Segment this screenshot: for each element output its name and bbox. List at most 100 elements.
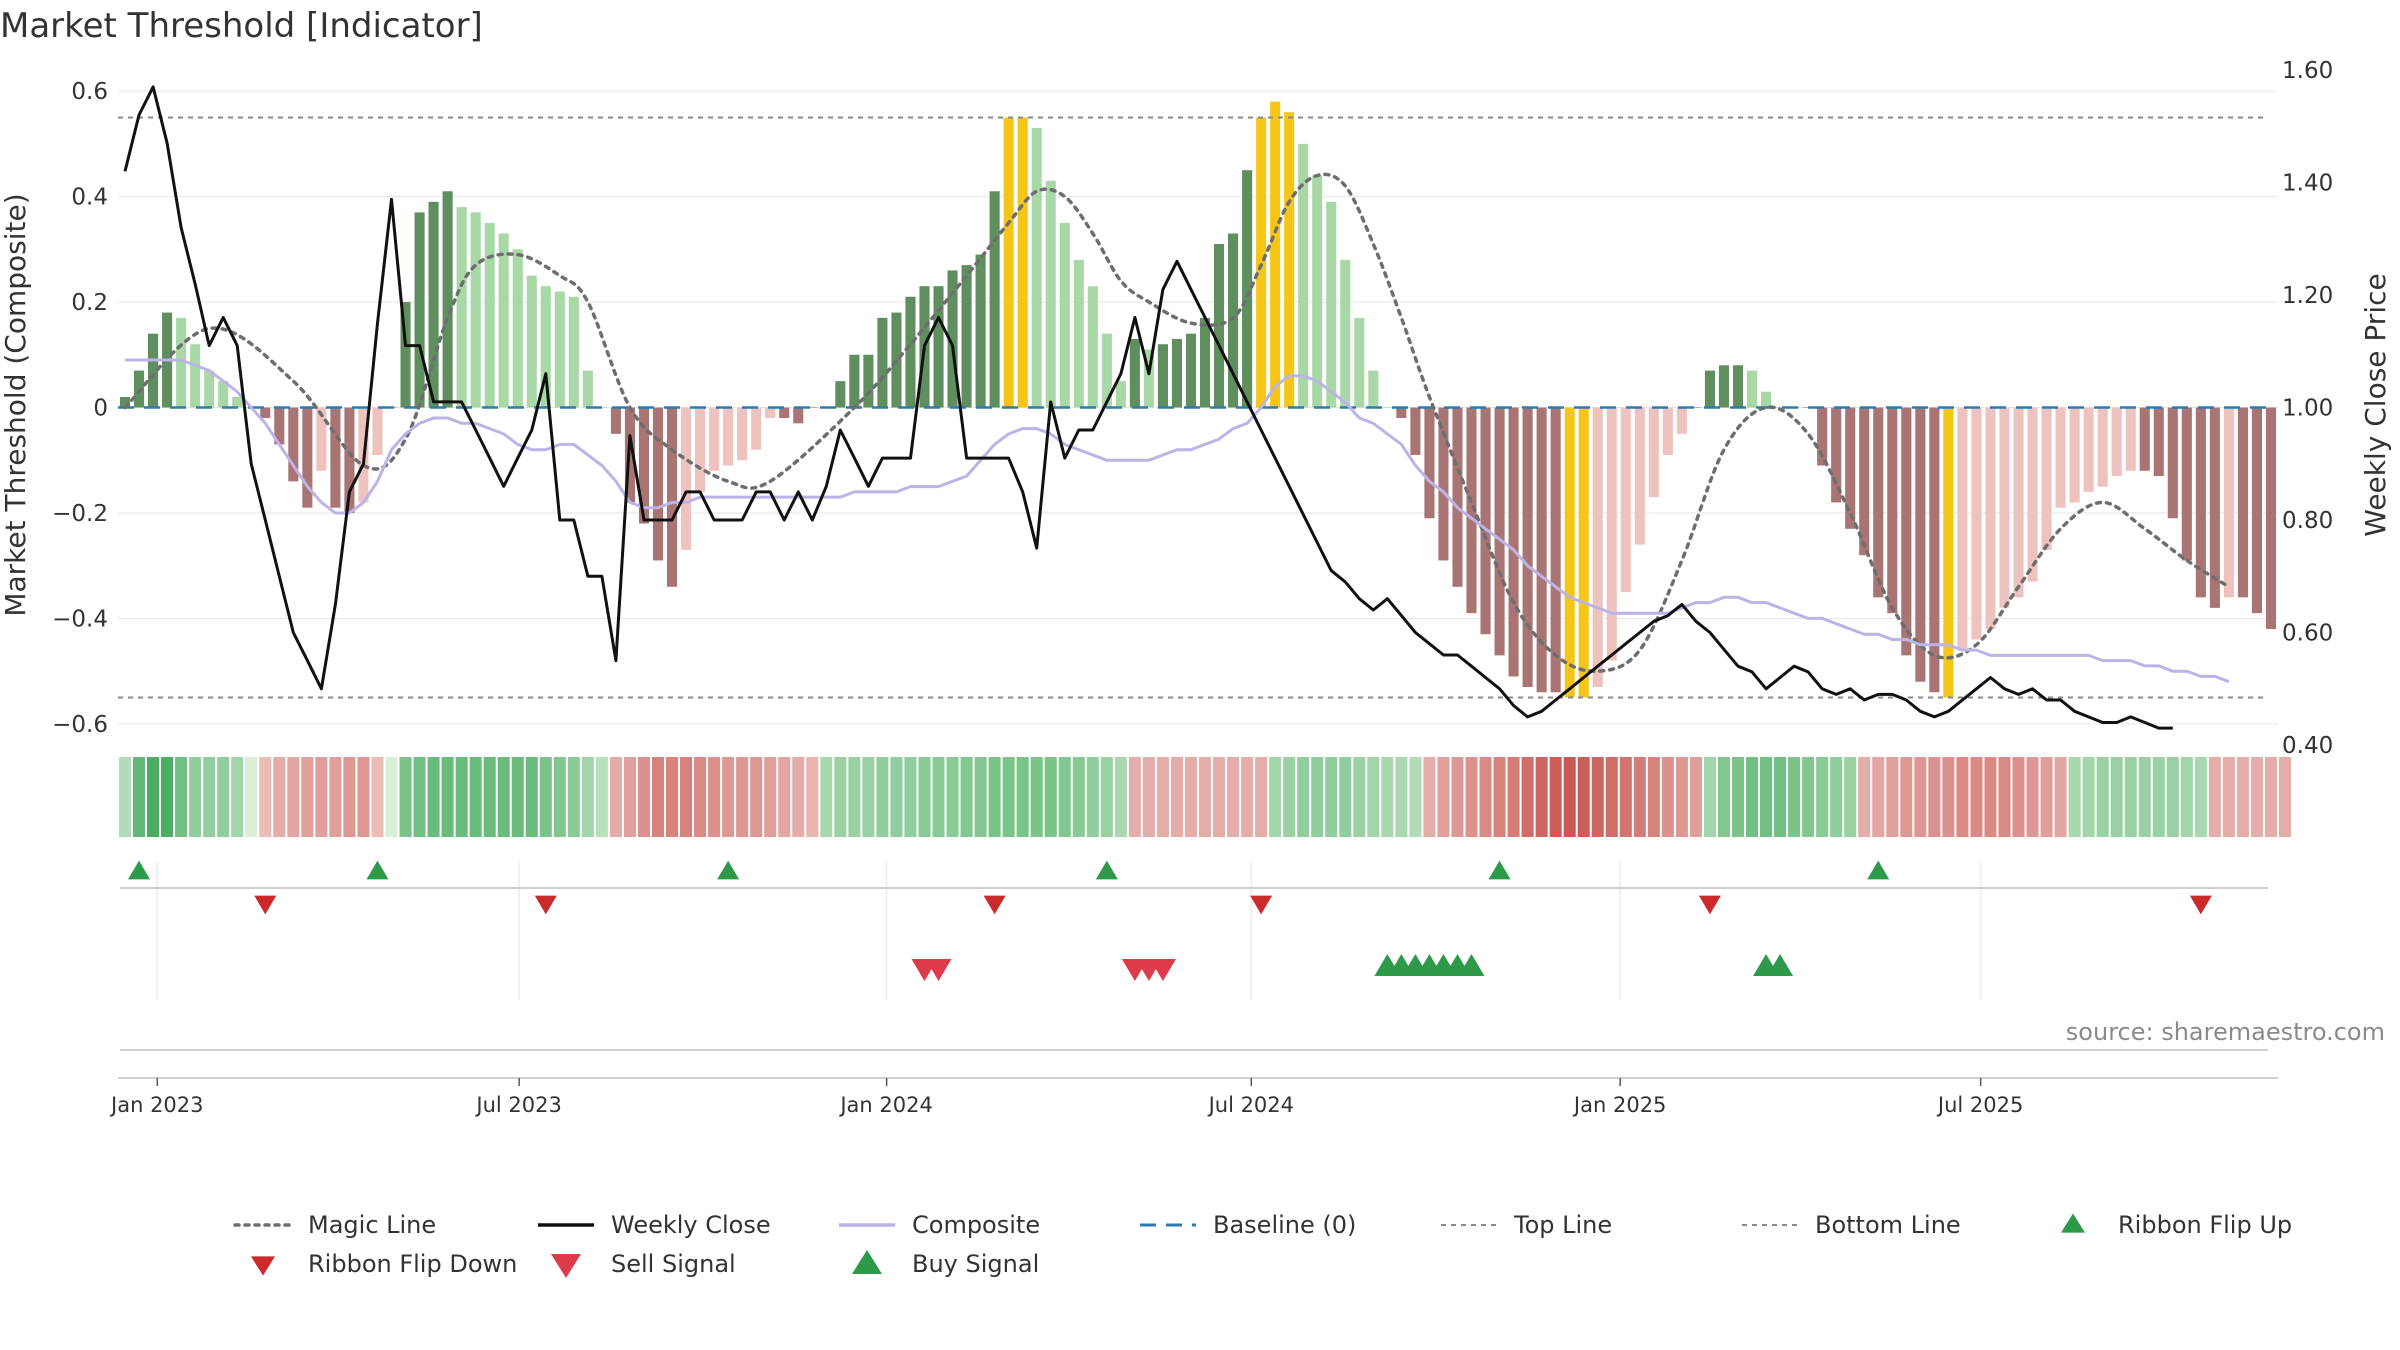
composite-bar <box>1845 407 1856 529</box>
composite-bar <box>330 407 341 508</box>
composite-bar <box>1326 201 1337 408</box>
ribbon-cell <box>1900 757 1913 837</box>
composite-bar <box>2167 407 2178 519</box>
ribbon-cell <box>147 757 160 837</box>
composite-bar <box>1746 370 1758 408</box>
ribbon-cell <box>1437 757 1450 837</box>
composite-bar <box>1943 407 1954 698</box>
y2-tick-label: 1.60 <box>2282 58 2333 84</box>
ribbon-cell <box>1213 757 1226 837</box>
ribbon-cell <box>455 757 468 837</box>
ribbon-cell <box>1479 757 1492 837</box>
composite-bar <box>709 407 720 471</box>
composite-bar <box>1284 112 1295 408</box>
ribbon-cell <box>1760 757 1773 837</box>
y-tick-label: 0 <box>93 396 108 422</box>
ribbon-cell <box>1395 757 1408 837</box>
ribbon-cell <box>1339 757 1352 837</box>
ribbon-cell <box>1325 757 1338 837</box>
ribbon-cell <box>1703 757 1716 837</box>
composite-bar <box>751 407 762 450</box>
composite-bar <box>1382 407 1393 408</box>
composite-bar <box>288 407 299 482</box>
y-axis-title: Market Threshold (Composite) <box>0 193 32 616</box>
composite-bar <box>1242 170 1253 408</box>
ribbon-cell <box>764 757 777 837</box>
composite-bar <box>302 407 313 508</box>
composite-bar <box>849 354 860 408</box>
x-tick-label: Jul 2024 <box>1207 1093 1294 1117</box>
composite-bar <box>2111 407 2122 477</box>
ribbon-flip-down-marker <box>254 895 277 915</box>
composite-bar <box>1143 349 1154 408</box>
composite-bar <box>1115 381 1126 408</box>
composite-bar <box>2097 407 2108 487</box>
ribbon-cell <box>497 757 510 837</box>
composite-bar <box>414 212 425 408</box>
ribbon-cell <box>329 757 342 837</box>
ribbon-cell <box>2152 757 2165 837</box>
composite-bar <box>526 275 537 408</box>
composite-bar <box>1017 117 1028 408</box>
ribbon-flip-down-marker <box>1698 895 1721 915</box>
composite-bar <box>1354 317 1365 408</box>
ribbon-cell <box>2026 757 2039 837</box>
composite-bar <box>1228 233 1239 408</box>
composite-bar <box>2083 407 2094 492</box>
ribbon-cell <box>960 757 973 837</box>
ribbon-cell <box>441 757 454 837</box>
ribbon-cell <box>736 757 749 837</box>
series-lines <box>123 85 2231 730</box>
ribbon-cell <box>1675 757 1688 837</box>
composite-bar <box>190 344 201 408</box>
composite-bar <box>470 212 481 408</box>
composite-bar <box>961 265 972 408</box>
ribbon-cell <box>357 757 370 837</box>
ribbon-cell <box>946 757 959 837</box>
ribbon-cell <box>1647 757 1660 837</box>
ribbon-cell <box>2222 757 2235 837</box>
ribbon-cell <box>175 757 188 837</box>
composite-bar <box>863 354 874 408</box>
ribbon-flip-down-marker <box>1250 895 1273 915</box>
legend-item: Magic Line <box>233 1211 436 1239</box>
ribbon-cell <box>806 757 819 837</box>
ribbon-cell <box>133 757 146 837</box>
ribbon-cell <box>2096 757 2109 837</box>
ribbon-cell <box>581 757 594 837</box>
legend-label: Top Line <box>1513 1211 1612 1239</box>
ribbon-cell <box>1507 757 1520 837</box>
ribbon-cell <box>2040 757 2053 837</box>
ribbon-cell <box>1128 757 1141 837</box>
ribbon-cell <box>483 757 496 837</box>
ribbon-cell <box>1227 757 1240 837</box>
composite-bar <box>372 407 383 455</box>
legend-swatch <box>852 1250 882 1274</box>
legend-swatch <box>2061 1213 2085 1233</box>
composite-bar <box>512 249 523 408</box>
buy-signal-marker <box>1458 953 1485 977</box>
ribbon-cell <box>1409 757 1422 837</box>
ribbon-cell <box>2054 757 2067 837</box>
ribbon-cell <box>161 757 174 837</box>
ribbon-cell <box>1942 757 1955 837</box>
composite-bar <box>1662 407 1673 455</box>
composite-bar <box>1732 365 1744 408</box>
ribbon-cell <box>469 757 482 837</box>
composite-bar <box>1073 259 1084 408</box>
ribbon-flip-up-marker <box>1867 860 1890 880</box>
composite-bar <box>1087 286 1098 408</box>
composite-bar <box>1929 407 1940 693</box>
legend-label: Bottom Line <box>1815 1211 1961 1239</box>
composite-bar <box>484 222 495 408</box>
source-note: source: sharemaestro.com <box>2066 1018 2385 1046</box>
ribbon-cell <box>385 757 398 837</box>
ribbon-cell <box>1563 757 1576 837</box>
ribbon-cell <box>1072 757 1085 837</box>
ribbon-cell <box>1142 757 1155 837</box>
ribbon-cell <box>217 757 230 837</box>
composite-bar <box>905 296 916 408</box>
composite-bar <box>1887 407 1898 614</box>
y-tick-label: −0.4 <box>52 606 108 632</box>
composite-bar <box>695 407 706 492</box>
